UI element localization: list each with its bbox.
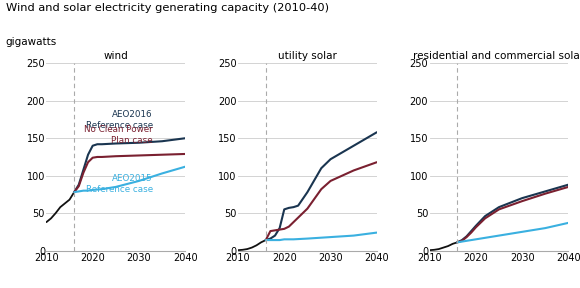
Text: gigawatts: gigawatts: [6, 37, 57, 48]
Title: utility solar: utility solar: [278, 51, 337, 61]
Text: AEO2015
Reference case: AEO2015 Reference case: [86, 174, 153, 194]
Title: wind: wind: [103, 51, 128, 61]
Text: No Clean Power
Plan case: No Clean Power Plan case: [84, 125, 153, 145]
Text: Wind and solar electricity generating capacity (2010-40): Wind and solar electricity generating ca…: [6, 3, 329, 13]
Title: residential and commercial solar: residential and commercial solar: [414, 51, 580, 61]
Text: AEO2016
Reference case: AEO2016 Reference case: [86, 110, 153, 130]
